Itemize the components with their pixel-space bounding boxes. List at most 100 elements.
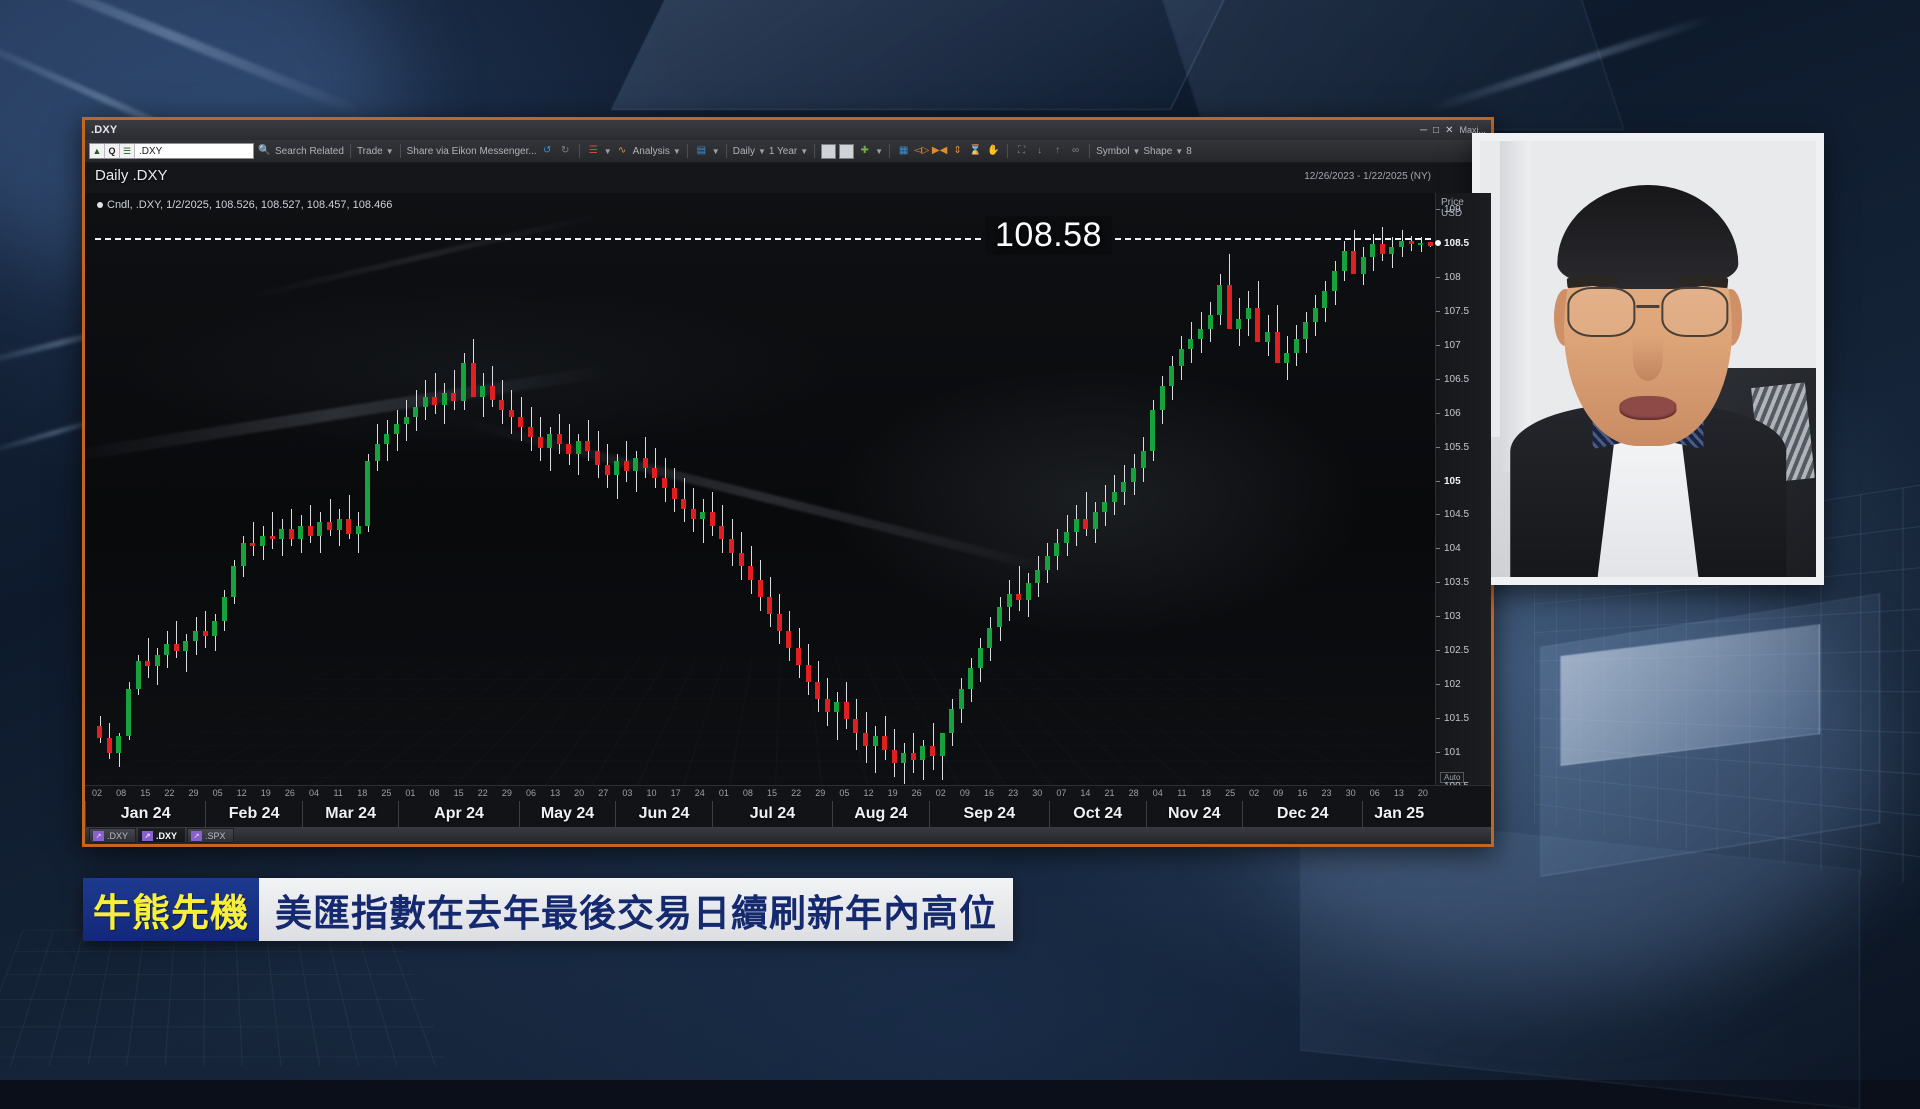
presenter-mouth — [1619, 396, 1676, 420]
window-titlebar[interactable]: .DXY ─ □ ✕ Maxi... — [85, 120, 1491, 140]
collapse-horizontal-icon[interactable]: ▶◀ — [932, 144, 947, 159]
candle-body — [384, 434, 389, 444]
candle-body — [1074, 519, 1079, 533]
layout-icon[interactable]: ▤ — [694, 144, 709, 159]
candle-body — [317, 522, 322, 536]
symbol-menu[interactable]: Symbol — [1096, 146, 1129, 157]
crosshair-icon[interactable]: ✚ — [857, 144, 872, 159]
ric-input[interactable]: .DXY — [135, 144, 253, 158]
month-label-apr-24: Apr 24 — [398, 801, 518, 827]
day-tick: 29 — [815, 788, 825, 798]
up-arrow-small-icon[interactable]: ↑ — [1050, 144, 1065, 159]
minimize-icon[interactable]: ─ — [1420, 125, 1427, 136]
share-messenger-button[interactable]: Share via Eikon Messenger... — [407, 146, 537, 157]
analysis-button[interactable]: Analysis — [633, 146, 670, 157]
day-tick: 27 — [598, 788, 608, 798]
candle-body — [1016, 594, 1021, 601]
restore-icon[interactable]: □ — [1433, 125, 1439, 136]
candle-body — [231, 566, 236, 597]
candle-body — [1380, 244, 1385, 254]
candle-wick — [205, 611, 206, 648]
chart-tab-label: .DXY — [107, 831, 128, 841]
day-tick: 22 — [164, 788, 174, 798]
chevron-down-icon-analysis[interactable]: ▼ — [673, 147, 681, 156]
candle-body — [672, 488, 677, 498]
candle-body — [815, 682, 820, 699]
chevron-down-icon-layout[interactable]: ▼ — [712, 147, 720, 156]
chart-style-alt-icon[interactable] — [839, 144, 854, 159]
interval-selector[interactable]: Daily — [733, 146, 755, 157]
chart-tab-0[interactable]: ↗.DXY — [89, 828, 136, 843]
chart-tab-bar[interactable]: ↗.DXY↗.DXY↗.SPX — [85, 827, 1491, 844]
chevron-down-icon-symbol[interactable]: ▼ — [1132, 147, 1140, 156]
day-tick: 13 — [1394, 788, 1404, 798]
quote-icon[interactable]: Q — [105, 144, 120, 158]
candle-body — [1121, 482, 1126, 492]
candle-body — [346, 519, 351, 535]
candle-body — [1351, 251, 1356, 275]
ric-search-box[interactable]: ▲ Q ☰ .DXY — [89, 143, 254, 159]
candle-body — [1217, 285, 1222, 316]
candlestick-icon[interactable]: ☰ — [586, 144, 601, 159]
candle-body — [212, 621, 217, 637]
candle-body — [1026, 583, 1031, 600]
candle-body — [767, 597, 772, 614]
chart-plot-area[interactable]: Cndl, .DXY, 1/2/2025, 108.526, 108.527, … — [85, 193, 1491, 785]
redo-icon[interactable]: ↻ — [558, 144, 573, 159]
candle-body — [700, 512, 705, 519]
indicator-icon[interactable]: ∿ — [615, 144, 630, 159]
candle-wick — [148, 638, 149, 679]
day-tick: 15 — [454, 788, 464, 798]
pointer-icon[interactable]: ✋ — [986, 144, 1001, 159]
close-icon[interactable]: ✕ — [1445, 125, 1453, 136]
hourglass-icon[interactable]: ⌛ — [968, 144, 983, 159]
chart-title: Daily .DXY — [95, 167, 1483, 184]
up-arrow-icon[interactable]: ▲ — [90, 144, 105, 158]
day-tick: 30 — [1032, 788, 1042, 798]
down-arrow-icon[interactable]: ↓ — [1032, 144, 1047, 159]
candle-body — [595, 451, 600, 465]
price-tick-108-5: 108.5 — [1436, 239, 1491, 249]
trade-button[interactable]: Trade — [357, 146, 383, 157]
candle-body — [1275, 332, 1280, 363]
chevron-down-icon-interval[interactable]: ▼ — [758, 147, 766, 156]
chevron-down-icon-candle[interactable]: ▼ — [604, 147, 612, 156]
candle-body — [1342, 251, 1347, 271]
candle-body — [796, 648, 801, 665]
chevron-down-icon-crosshair[interactable]: ▼ — [875, 147, 883, 156]
candle-body — [585, 441, 590, 451]
candle-body — [126, 689, 131, 737]
chart-toolbar[interactable]: ▲ Q ☰ .DXY 🔍 Search Related Trade ▼ Shar… — [85, 140, 1491, 163]
search-related-button[interactable]: Search Related — [275, 146, 344, 157]
eikon-chart-window[interactable]: .DXY ─ □ ✕ Maxi... ▲ Q ☰ .DXY 🔍 Search R… — [82, 117, 1494, 847]
table-icon[interactable]: ▦ — [896, 144, 911, 159]
fit-icon[interactable]: ⛶ — [1014, 144, 1029, 159]
undo-icon[interactable]: ↺ — [540, 144, 555, 159]
shape-menu[interactable]: Shape — [1143, 146, 1172, 157]
chart-tab-2[interactable]: ↗.SPX — [187, 828, 234, 843]
month-label-may-24: May 24 — [519, 801, 616, 827]
toolbar-more-count[interactable]: 8 — [1186, 146, 1192, 157]
chart-tab-1[interactable]: ↗.DXY — [138, 828, 185, 843]
candle-body — [155, 655, 160, 667]
day-tick: 15 — [140, 788, 150, 798]
menu-icon[interactable]: ☰ — [120, 144, 135, 158]
day-tick: 11 — [1177, 788, 1186, 798]
chevron-down-icon-trade[interactable]: ▼ — [386, 147, 394, 156]
range-selector[interactable]: 1 Year — [769, 146, 797, 157]
eyeglass-bridge — [1637, 305, 1660, 308]
expand-vertical-icon[interactable]: ⇕ — [950, 144, 965, 159]
eyeglasses — [1567, 287, 1728, 337]
candle-wick — [875, 726, 876, 774]
link-icon[interactable]: ∞ — [1068, 144, 1083, 159]
candle-body — [490, 386, 495, 400]
candle-body — [844, 702, 849, 719]
chevron-down-icon-range[interactable]: ▼ — [800, 147, 808, 156]
price-tick-107-5: 107.5 — [1436, 307, 1491, 317]
expand-horizontal-icon[interactable]: ◅▷ — [914, 144, 929, 159]
chevron-down-icon-shape[interactable]: ▼ — [1175, 147, 1183, 156]
search-icon[interactable]: 🔍 — [257, 144, 272, 159]
chart-style-icon[interactable] — [821, 144, 836, 159]
